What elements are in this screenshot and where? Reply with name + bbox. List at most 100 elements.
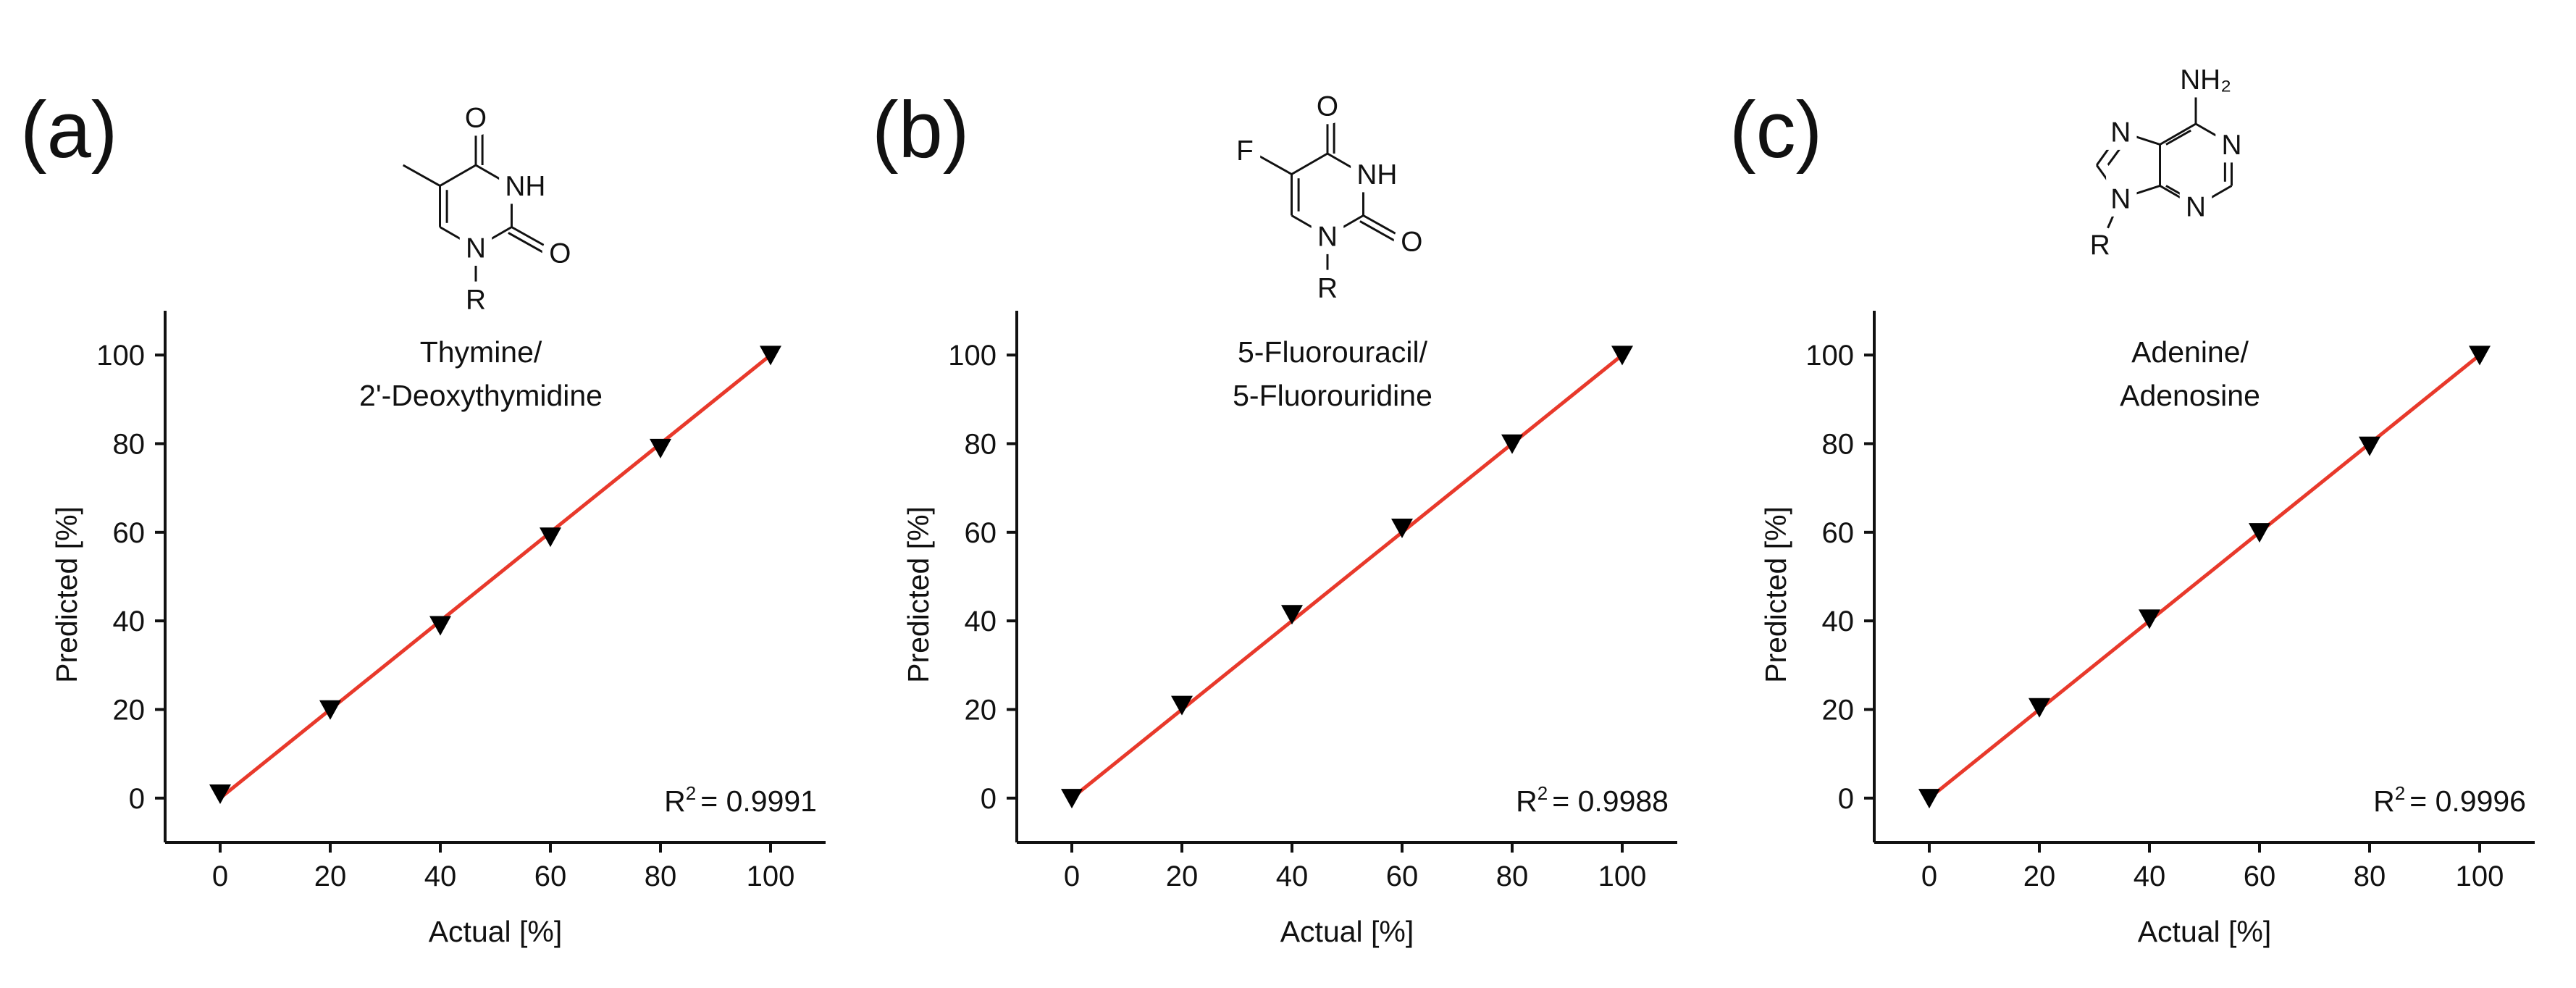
x-tick-label: 0 (1921, 861, 1937, 892)
y-tick-label: 40 (965, 606, 997, 637)
data-point (1391, 518, 1413, 538)
atom-label: N (2110, 117, 2131, 148)
atom-label: R (1317, 272, 1338, 303)
y-tick-label: 20 (1822, 695, 1855, 727)
bond (1254, 152, 1293, 175)
data-point (2359, 436, 2380, 456)
r-superscript: 2 (1537, 782, 1548, 804)
data-point (1611, 346, 1633, 366)
y-tick-label: 60 (1822, 517, 1855, 549)
x-tick-label: 60 (534, 861, 567, 892)
x-tick-label: 20 (1166, 861, 1199, 892)
panel: (b) ONHONRF5-Fluorouracil/5-Fluorouridine… (872, 83, 1677, 948)
bond (1327, 214, 1364, 238)
x-axis-title: Actual [%] (2138, 915, 2272, 948)
atom-label: R (2090, 230, 2110, 261)
r-squared: R2 = 0.9996 (2373, 782, 2526, 818)
bond (1362, 214, 1401, 238)
bond (2120, 185, 2160, 200)
y-tick-label: 20 (113, 695, 146, 727)
fit-line (1070, 353, 1624, 800)
panel-label: (c) (1729, 85, 1822, 175)
r-value: = 0.9991 (700, 784, 817, 818)
fit-line (1928, 353, 2481, 800)
panel: (a) ONHONRThymine/2'-Deoxythymidine020406… (20, 85, 826, 948)
bond (511, 226, 550, 249)
bond (439, 226, 477, 249)
panel-label: (b) (872, 85, 969, 175)
atom-label: O (465, 103, 487, 134)
x-axis-title: Actual [%] (1280, 915, 1414, 948)
data-point (1171, 695, 1193, 716)
x-tick-label: 80 (1496, 861, 1529, 892)
bond (2105, 138, 2128, 168)
y-tick-label: 0 (981, 783, 997, 815)
data-point (2029, 698, 2050, 718)
bond (1359, 220, 1398, 243)
y-tick-label: 80 (965, 429, 997, 461)
bond (475, 226, 513, 249)
y-tick-label: 20 (965, 695, 997, 727)
x-tick-label: 0 (1064, 861, 1080, 892)
r-value: = 0.9996 (2409, 784, 2526, 818)
x-tick-label: 80 (645, 861, 677, 892)
data-point (209, 784, 231, 804)
bond (475, 164, 513, 187)
data-point (540, 527, 561, 548)
y-tick-label: 60 (965, 517, 997, 549)
bond (1327, 152, 1364, 175)
x-tick-label: 20 (314, 861, 347, 892)
x-tick-label: 100 (2456, 861, 2504, 892)
bond (2095, 164, 2122, 199)
r-symbol: R (1516, 784, 1537, 818)
r-superscript: 2 (2395, 782, 2405, 804)
atom-label: N (2186, 192, 2206, 223)
y-tick-label: 60 (113, 517, 146, 549)
data-point (429, 616, 451, 636)
data-point (650, 438, 671, 459)
y-tick-label: 100 (1805, 340, 1854, 372)
x-axis-title: Actual [%] (429, 915, 563, 948)
data-point (1501, 434, 1523, 454)
fit-line (219, 353, 772, 800)
atom-label: R (466, 284, 486, 315)
data-point (2249, 523, 2270, 543)
bond (2095, 131, 2122, 166)
compound-name: 2'-Deoxythymidine (359, 379, 603, 412)
compound-name: 5-Fluorouridine (1233, 379, 1432, 412)
y-tick-label: 0 (1838, 783, 1854, 815)
x-tick-label: 100 (747, 861, 795, 892)
y-tick-label: 40 (1822, 606, 1855, 637)
bond (2104, 198, 2122, 235)
atom-label: NH (505, 171, 545, 202)
atom-label: O (1317, 91, 1338, 122)
bond (2159, 185, 2197, 208)
bond (2165, 185, 2191, 201)
bond (2195, 185, 2233, 208)
bond (2159, 122, 2197, 146)
data-point (319, 700, 341, 720)
y-tick-label: 80 (1822, 429, 1855, 461)
x-tick-label: 60 (2244, 861, 2276, 892)
bond (439, 164, 477, 187)
x-tick-label: 80 (2354, 861, 2386, 892)
bond (2120, 130, 2160, 146)
bond (402, 164, 441, 187)
atom-label: N (466, 233, 486, 264)
atom-label: NH₂ (2180, 64, 2231, 96)
y-tick-label: 0 (129, 783, 145, 815)
atom-label: N (2221, 130, 2241, 161)
x-tick-label: 40 (1276, 861, 1309, 892)
y-axis-title: Predicted [%] (1759, 506, 1792, 683)
structure: O NH O NR (402, 94, 579, 324)
data-point (1918, 789, 1940, 809)
compound-name: Adenine/ (2131, 335, 2249, 369)
atom-label: N (2110, 184, 2131, 215)
bond (2165, 129, 2191, 146)
r-symbol: R (664, 784, 686, 818)
x-tick-label: 60 (1386, 861, 1419, 892)
x-tick-label: 40 (424, 861, 457, 892)
data-point (1281, 605, 1303, 625)
